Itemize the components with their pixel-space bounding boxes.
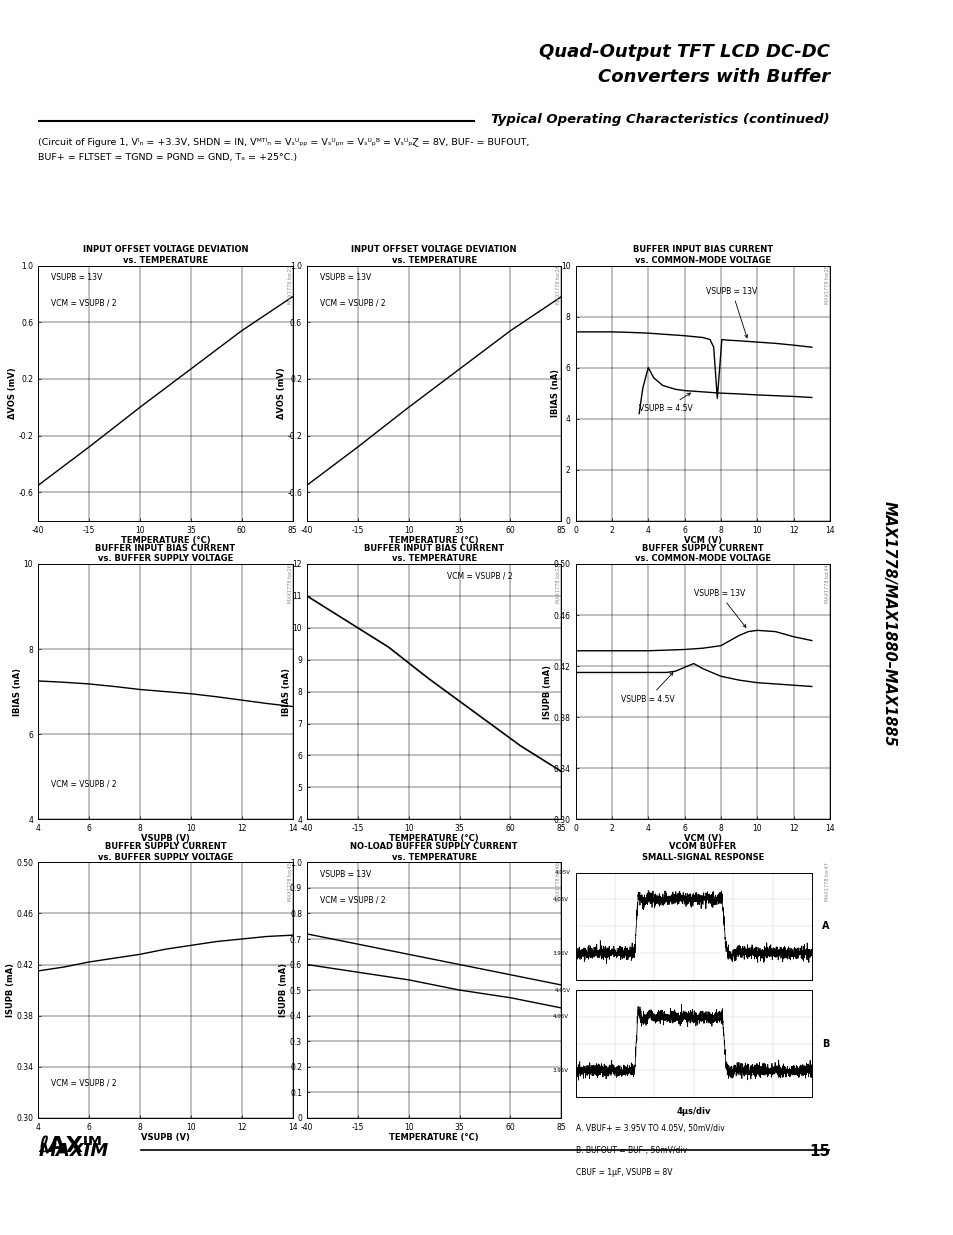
Text: MAX1778 toc44: MAX1778 toc44	[824, 564, 829, 603]
Text: 4.05V: 4.05V	[552, 897, 568, 902]
X-axis label: TEMPERATURE (°C): TEMPERATURE (°C)	[389, 1132, 478, 1142]
Text: B: B	[821, 1039, 828, 1049]
Text: VCM = VSUPB / 2: VCM = VSUPB / 2	[446, 572, 512, 580]
Y-axis label: ISUPB (mA): ISUPB (mA)	[543, 664, 552, 719]
Y-axis label: IBIAS (nA): IBIAS (nA)	[282, 668, 291, 715]
X-axis label: TEMPERATURE (°C): TEMPERATURE (°C)	[389, 536, 478, 545]
Text: A: A	[821, 921, 828, 931]
Y-axis label: ΔVOS (mV): ΔVOS (mV)	[276, 367, 286, 419]
Title: VCOM BUFFER
SMALL-SIGNAL RESPONSE: VCOM BUFFER SMALL-SIGNAL RESPONSE	[641, 842, 763, 862]
Text: MAX1778 toc23: MAX1778 toc23	[287, 266, 293, 304]
Text: MAX1778 toc47: MAX1778 toc47	[824, 862, 829, 902]
Title: BUFFER SUPPLY CURRENT
vs. BUFFER SUPPLY VOLTAGE: BUFFER SUPPLY CURRENT vs. BUFFER SUPPLY …	[97, 842, 233, 862]
Text: 4μs/div: 4μs/div	[676, 1107, 710, 1116]
Text: VCM = VSUPB / 2: VCM = VSUPB / 2	[51, 299, 116, 308]
Text: VCM = VSUPB / 2: VCM = VSUPB / 2	[319, 299, 385, 308]
Title: INPUT OFFSET VOLTAGE DEVIATION
vs. TEMPERATURE: INPUT OFFSET VOLTAGE DEVIATION vs. TEMPE…	[83, 246, 248, 264]
Text: VSUPB = 13V: VSUPB = 13V	[705, 287, 757, 338]
Text: MAX1778 toc24: MAX1778 toc24	[556, 266, 560, 304]
Text: 4.05V: 4.05V	[555, 988, 570, 993]
Text: MAXIM: MAXIM	[38, 1142, 109, 1160]
Text: ℓAXᴵᴹ: ℓAXᴵᴹ	[38, 1136, 102, 1156]
X-axis label: TEMPERATURE (°C): TEMPERATURE (°C)	[120, 536, 210, 545]
Title: BUFFER INPUT BIAS CURRENT
vs. COMMON-MODE VOLTAGE: BUFFER INPUT BIAS CURRENT vs. COMMON-MOD…	[632, 246, 772, 264]
Text: CBUF = 1μF, VSUPB = 8V: CBUF = 1μF, VSUPB = 8V	[575, 1168, 671, 1177]
Text: 4.05V: 4.05V	[552, 1014, 568, 1019]
Text: VCM = VSUPB / 2: VCM = VSUPB / 2	[51, 779, 116, 789]
Text: Converters with Buffer: Converters with Buffer	[598, 68, 829, 86]
Y-axis label: IBIAS (nA): IBIAS (nA)	[550, 369, 559, 417]
X-axis label: VSUPB (V): VSUPB (V)	[141, 1132, 190, 1142]
Text: B. BUFOUT = BUF-, 50mV/div: B. BUFOUT = BUF-, 50mV/div	[575, 1146, 686, 1155]
Text: MAX1778 toc25: MAX1778 toc25	[824, 266, 829, 304]
Text: VSUPB = 4.5V: VSUPB = 4.5V	[620, 673, 674, 704]
Text: MAX1778 toc27: MAX1778 toc27	[556, 564, 560, 603]
X-axis label: VSUPB (V): VSUPB (V)	[141, 835, 190, 844]
Text: Typical Operating Characteristics (continued): Typical Operating Characteristics (conti…	[491, 114, 829, 126]
X-axis label: VCM (V): VCM (V)	[683, 536, 721, 545]
Text: VSUPB = 13V: VSUPB = 13V	[51, 273, 102, 282]
Text: MAX1778 toc46: MAX1778 toc46	[556, 862, 560, 902]
Title: INPUT OFFSET VOLTAGE DEVIATION
vs. TEMPERATURE: INPUT OFFSET VOLTAGE DEVIATION vs. TEMPE…	[351, 246, 517, 264]
Text: 15: 15	[808, 1144, 829, 1158]
Text: VSUPB = 13V: VSUPB = 13V	[319, 871, 371, 879]
Title: BUFFER SUPPLY CURRENT
vs. COMMON-MODE VOLTAGE: BUFFER SUPPLY CURRENT vs. COMMON-MODE VO…	[634, 543, 770, 563]
Title: BUFFER INPUT BIAS CURRENT
vs. TEMPERATURE: BUFFER INPUT BIAS CURRENT vs. TEMPERATUR…	[364, 543, 503, 563]
X-axis label: TEMPERATURE (°C): TEMPERATURE (°C)	[389, 835, 478, 844]
Text: Quad-Output TFT LCD DC-DC: Quad-Output TFT LCD DC-DC	[538, 43, 829, 62]
Y-axis label: IBIAS (nA): IBIAS (nA)	[13, 668, 22, 715]
Text: MAX1778 toc45: MAX1778 toc45	[287, 862, 293, 902]
Text: VSUPB = 13V: VSUPB = 13V	[693, 589, 745, 627]
Text: (Circuit of Figure 1, Vᴵₙ = +3.3V, SHDN = IN, Vᴹᵀᴵₙ = Vₛᵁₚₚ = Vₛᵁₚₙ = Vₛᵁₚᴮ = Vₛ: (Circuit of Figure 1, Vᴵₙ = +3.3V, SHDN …	[38, 138, 529, 147]
Text: VSUPB = 13V: VSUPB = 13V	[319, 273, 371, 282]
Title: BUFFER INPUT BIAS CURRENT
vs. BUFFER SUPPLY VOLTAGE: BUFFER INPUT BIAS CURRENT vs. BUFFER SUP…	[95, 543, 235, 563]
Text: VCM = VSUPB / 2: VCM = VSUPB / 2	[319, 895, 385, 904]
Y-axis label: ΔVOS (mV): ΔVOS (mV)	[8, 367, 17, 419]
Text: 3.95V: 3.95V	[552, 951, 568, 956]
Title: NO-LOAD BUFFER SUPPLY CURRENT
vs. TEMPERATURE: NO-LOAD BUFFER SUPPLY CURRENT vs. TEMPER…	[350, 842, 517, 862]
Y-axis label: ISUPB (mA): ISUPB (mA)	[6, 963, 15, 1018]
Text: BUF+ = FLTSET = TGND = PGND = GND, Tₐ = +25°C.): BUF+ = FLTSET = TGND = PGND = GND, Tₐ = …	[38, 153, 297, 162]
Text: VSUPB = 4.5V: VSUPB = 4.5V	[639, 393, 692, 412]
Text: 3.95V: 3.95V	[552, 1068, 568, 1073]
Text: MAX1778 toc26: MAX1778 toc26	[287, 564, 293, 603]
Y-axis label: ISUPB (mA): ISUPB (mA)	[279, 963, 288, 1018]
Text: VCM = VSUPB / 2: VCM = VSUPB / 2	[51, 1078, 116, 1087]
Text: 4.05V: 4.05V	[555, 871, 570, 876]
Text: A. VBUF+ = 3.95V TO 4.05V, 50mV/div: A. VBUF+ = 3.95V TO 4.05V, 50mV/div	[575, 1124, 723, 1132]
X-axis label: VCM (V): VCM (V)	[683, 835, 721, 844]
Text: MAX1778/MAX1880–MAX1885: MAX1778/MAX1880–MAX1885	[882, 501, 896, 746]
